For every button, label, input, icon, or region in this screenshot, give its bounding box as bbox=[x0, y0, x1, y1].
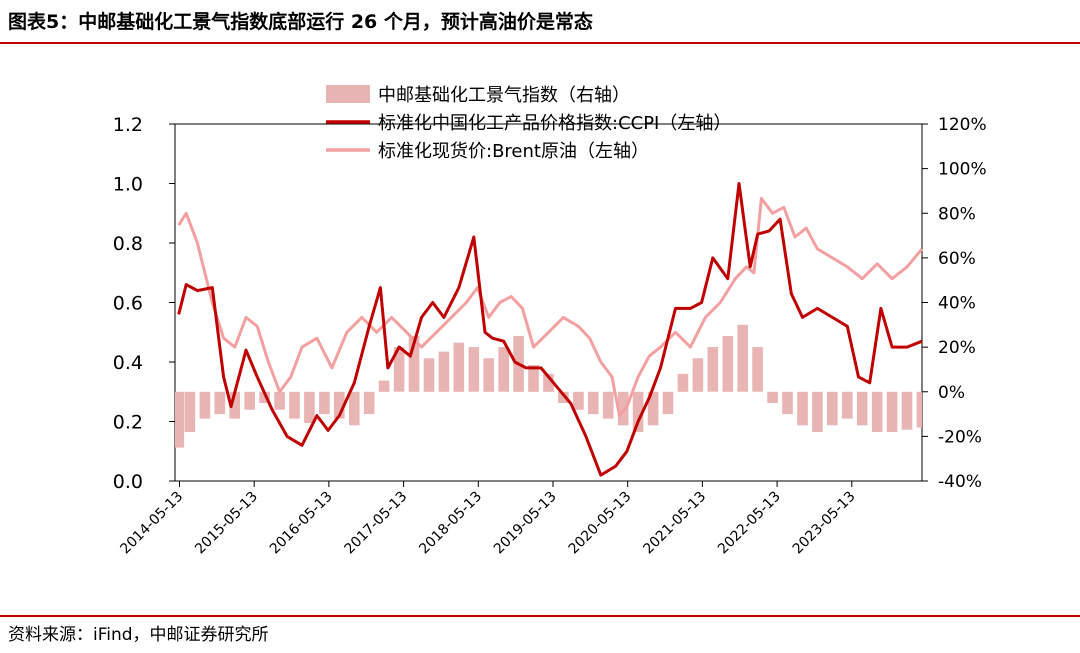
index-bar bbox=[812, 391, 823, 432]
x-tick-label: 2019-05-13 bbox=[491, 489, 560, 558]
index-bar bbox=[647, 391, 659, 426]
plot-border bbox=[174, 123, 923, 482]
index-bar bbox=[617, 391, 629, 426]
index-bar bbox=[827, 391, 838, 426]
x-tick-label: 2014-05-13 bbox=[117, 489, 186, 558]
index-bar bbox=[214, 391, 226, 415]
index-bar bbox=[558, 391, 569, 403]
index-bar bbox=[289, 391, 300, 419]
index-bar bbox=[871, 391, 883, 432]
legend-swatch-index bbox=[326, 85, 370, 103]
index-bar bbox=[662, 391, 674, 415]
x-tick-label: 2021-05-13 bbox=[640, 489, 709, 558]
x-tick-label: 2015-05-13 bbox=[192, 489, 261, 558]
right-tick-label: 40% bbox=[938, 294, 976, 314]
right-tick-label: 120% bbox=[938, 115, 987, 135]
ccpi-line bbox=[177, 182, 923, 477]
index-bar bbox=[797, 391, 808, 426]
index-bar bbox=[319, 391, 330, 415]
index-bar bbox=[184, 391, 196, 432]
index-bar bbox=[842, 391, 853, 419]
legend-label: 标准化中国化工产品价格指数:CCPI（左轴） bbox=[378, 113, 731, 134]
index-bar bbox=[528, 365, 539, 392]
index-bar bbox=[677, 373, 689, 392]
legend-label: 中邮基础化工景气指数（右轴） bbox=[378, 85, 630, 106]
chart: 0.0 0.2 0.4 0.6 0.8 1.0 1.2 -40% -20% 0% 20% 40% 60%… bbox=[113, 85, 987, 557]
figure-title: 图表5：中邮基础化工景气指数底部运行 26 个月，预计高油价是常态 bbox=[8, 11, 593, 33]
left-tick-label: 0.0 bbox=[113, 471, 143, 493]
left-tick-label: 1.0 bbox=[113, 174, 143, 196]
brent-line bbox=[177, 196, 924, 418]
axes: 0.0 0.2 0.4 0.6 0.8 1.0 1.2 -40% -20% 0% 20% 40% 60%… bbox=[113, 114, 987, 557]
index-bar bbox=[304, 391, 315, 423]
right-tick-label: -20% bbox=[938, 427, 982, 447]
x-tick-label: 2020-05-13 bbox=[566, 489, 635, 558]
index-bar bbox=[707, 347, 719, 392]
index-bar bbox=[274, 391, 285, 410]
index-bar bbox=[199, 391, 211, 419]
index-bar bbox=[752, 347, 763, 392]
index-bar bbox=[423, 358, 435, 392]
index-bar bbox=[393, 347, 405, 392]
index-bars bbox=[175, 324, 922, 448]
left-tick-label: 0.8 bbox=[113, 233, 143, 255]
index-bar bbox=[588, 391, 599, 415]
right-tick-label: 60% bbox=[938, 249, 976, 269]
x-tick-label: 2022-05-13 bbox=[715, 489, 784, 558]
index-bar bbox=[259, 391, 270, 403]
x-tick-label: 2016-05-13 bbox=[267, 489, 336, 558]
index-bar bbox=[901, 391, 913, 430]
index-bar bbox=[453, 342, 465, 392]
index-bar bbox=[632, 391, 644, 432]
right-tick-label: 100% bbox=[938, 160, 987, 180]
x-tick-label: 2017-05-13 bbox=[342, 489, 411, 558]
index-bar bbox=[856, 391, 868, 426]
legend-label: 标准化现货价:Brent原油（左轴） bbox=[378, 141, 649, 162]
index-bar bbox=[916, 391, 922, 428]
plot-frame bbox=[174, 123, 923, 482]
series-lines bbox=[177, 182, 924, 477]
right-tick-label: 20% bbox=[938, 338, 976, 358]
index-bar bbox=[498, 347, 509, 392]
index-bar bbox=[244, 391, 255, 410]
index-bar bbox=[543, 373, 554, 392]
index-bar bbox=[229, 391, 240, 419]
right-tick-label: 80% bbox=[938, 204, 976, 224]
right-tick-label: -40% bbox=[938, 472, 982, 492]
index-bar bbox=[692, 358, 704, 392]
legend: 中邮基础化工景气指数（右轴） 标准化中国化工产品价格指数:CCPI（左轴） 标准化现… bbox=[326, 85, 731, 162]
index-bar bbox=[782, 391, 793, 415]
left-tick-label: 0.6 bbox=[113, 293, 143, 315]
title-divider bbox=[0, 42, 1080, 44]
left-tick-label: 0.4 bbox=[113, 352, 143, 374]
index-bar bbox=[737, 324, 748, 392]
right-tick-label: 0% bbox=[938, 383, 965, 403]
index-bar bbox=[363, 391, 375, 415]
index-bar bbox=[886, 391, 898, 432]
index-bar bbox=[468, 347, 480, 392]
index-bar bbox=[602, 391, 614, 419]
index-bar bbox=[349, 391, 360, 426]
index-bar bbox=[573, 391, 584, 410]
x-tick-label: 2023-05-13 bbox=[790, 489, 859, 558]
index-bar bbox=[483, 358, 494, 392]
index-bar bbox=[438, 351, 450, 392]
x-tick-label: 2018-05-13 bbox=[416, 489, 485, 558]
source-divider bbox=[0, 615, 1080, 617]
source-note: 资料来源：iFind，中邮证券研究所 bbox=[8, 625, 269, 645]
left-tick-label: 0.2 bbox=[113, 412, 143, 434]
index-bar bbox=[378, 380, 390, 392]
index-bar bbox=[408, 336, 420, 392]
left-tick-label: 1.2 bbox=[113, 114, 143, 136]
index-bar bbox=[334, 391, 345, 419]
index-bar bbox=[767, 391, 778, 403]
index-bar bbox=[722, 336, 734, 392]
index-bar bbox=[175, 391, 185, 448]
